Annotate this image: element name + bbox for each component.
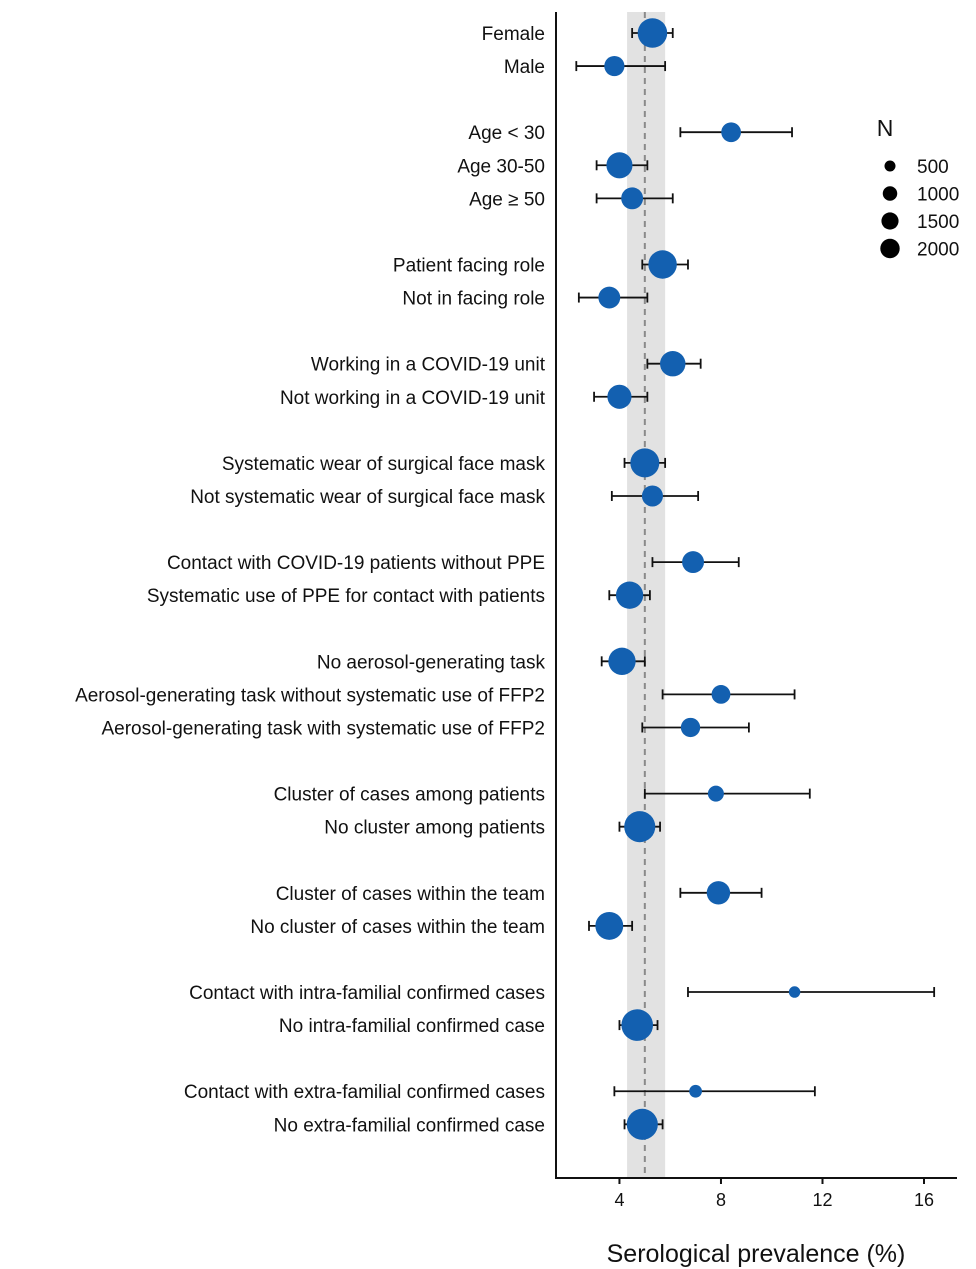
legend-item: 1000	[882, 185, 959, 206]
point-estimate	[604, 55, 625, 77]
row-label: No cluster among patients	[324, 818, 545, 839]
point-estimate	[689, 1084, 702, 1098]
point-estimate	[598, 286, 621, 309]
row-label: Not in facing role	[402, 289, 545, 310]
point-estimate	[615, 581, 644, 609]
row-label: Aerosol-generating task without systemat…	[75, 685, 545, 706]
row-label: Aerosol-generating task with systematic …	[101, 718, 545, 739]
rows-layer: Female Male Age < 30 Age 30-50 Age ≥ 50 Patie…	[75, 18, 936, 1140]
forest-row: Age 30-50	[457, 152, 649, 179]
point-estimate	[648, 250, 677, 279]
forest-row: Male	[504, 55, 667, 78]
forest-row: No cluster of cases within the team	[250, 911, 634, 940]
forest-row: Not systematic wear of surgical face mas…	[190, 485, 700, 508]
forest-row: Contact with extra-familial confirmed ca…	[184, 1082, 816, 1103]
row-label: Not working in a COVID-19 unit	[280, 388, 546, 409]
legend-item: 500	[884, 157, 949, 178]
forest-row: Age ≥ 50	[469, 187, 674, 210]
x-tick-label: 4	[614, 1190, 624, 1210]
forest-row: Cluster of cases within the team	[276, 881, 763, 905]
forest-row: Female	[482, 18, 674, 48]
row-label: Female	[482, 24, 545, 45]
x-axis-title: Serological prevalence (%)	[607, 1240, 906, 1268]
x-tick-label: 12	[812, 1190, 832, 1210]
row-label: Working in a COVID-19 unit	[311, 355, 546, 376]
legend-item: 1500	[881, 212, 959, 233]
legend: N 500 1000 1500 2000	[877, 115, 960, 261]
point-estimate	[607, 384, 632, 409]
row-label: Age 30-50	[457, 156, 545, 177]
point-estimate	[621, 1009, 654, 1041]
row-label: Patient facing role	[393, 255, 545, 276]
row-label: No extra-familial confirmed case	[274, 1115, 545, 1136]
row-label: Contact with extra-familial confirmed ca…	[184, 1082, 545, 1103]
row-label: Age < 30	[468, 123, 545, 144]
row-label: Systematic use of PPE for contact with p…	[147, 586, 545, 607]
row-label: Contact with COVID-19 patients without P…	[167, 553, 545, 574]
legend-label: 1500	[917, 212, 959, 233]
forest-row: Age < 30	[468, 122, 793, 144]
legend-symbol	[881, 212, 899, 230]
point-estimate	[626, 1108, 658, 1140]
forest-row: Not in facing role	[402, 286, 649, 310]
forest-row: Systematic wear of surgical face mask	[222, 448, 667, 478]
forest-row: No extra-familial confirmed case	[274, 1108, 664, 1140]
axis-layer: 4 8 12 16	[555, 12, 957, 1210]
point-estimate	[788, 986, 801, 998]
point-estimate	[707, 785, 724, 802]
forest-row: No cluster among patients	[324, 811, 661, 843]
forest-row: Aerosol-generating task with systematic …	[101, 717, 750, 739]
forest-row: Systematic use of PPE for contact with p…	[147, 581, 651, 609]
row-label: Male	[504, 57, 545, 78]
forest-row: No aerosol-generating task	[317, 647, 646, 675]
forest-row: Working in a COVID-19 unit	[311, 350, 702, 377]
forest-row: Not working in a COVID-19 unit	[280, 384, 649, 409]
point-estimate	[637, 18, 668, 48]
row-label: No aerosol-generating task	[317, 652, 546, 673]
forest-row: Patient facing role	[393, 250, 689, 279]
forest-row: Contact with intra-familial confirmed ca…	[189, 983, 936, 1004]
forest-row: No intra-familial confirmed case	[279, 1009, 659, 1041]
point-estimate	[621, 187, 644, 210]
forest-row: Cluster of cases among patients	[274, 785, 811, 806]
point-estimate	[624, 811, 656, 843]
legend-label: 2000	[917, 240, 959, 261]
x-tick-label: 16	[914, 1190, 934, 1210]
point-estimate	[630, 448, 660, 478]
legend-label: 500	[917, 157, 949, 178]
point-estimate	[721, 122, 741, 143]
legend-symbol	[884, 160, 896, 172]
point-estimate	[606, 152, 633, 179]
point-estimate	[706, 881, 731, 905]
legend-symbol	[880, 238, 900, 259]
point-estimate	[641, 485, 663, 507]
point-estimate	[711, 685, 731, 704]
row-label: Systematic wear of surgical face mask	[222, 454, 546, 475]
legend-item: 2000	[880, 238, 959, 261]
row-label: No intra-familial confirmed case	[279, 1016, 545, 1037]
forest-row: Aerosol-generating task without systemat…	[75, 685, 796, 706]
legend-title: N	[877, 115, 894, 141]
row-label: No cluster of cases within the team	[250, 917, 545, 938]
forest-row: Contact with COVID-19 patients without P…	[167, 551, 740, 574]
point-estimate	[682, 551, 704, 574]
point-estimate	[608, 647, 636, 675]
point-estimate	[595, 911, 624, 940]
row-label: Cluster of cases among patients	[274, 785, 545, 806]
row-label: Age ≥ 50	[469, 189, 545, 210]
legend-symbol	[882, 186, 898, 201]
point-estimate	[660, 350, 686, 377]
x-tick-label: 8	[716, 1190, 726, 1210]
row-label: Cluster of cases within the team	[276, 884, 545, 905]
point-estimate	[680, 717, 701, 738]
row-label: Contact with intra-familial confirmed ca…	[189, 983, 545, 1004]
legend-label: 1000	[917, 185, 959, 206]
row-label: Not systematic wear of surgical face mas…	[190, 487, 545, 508]
